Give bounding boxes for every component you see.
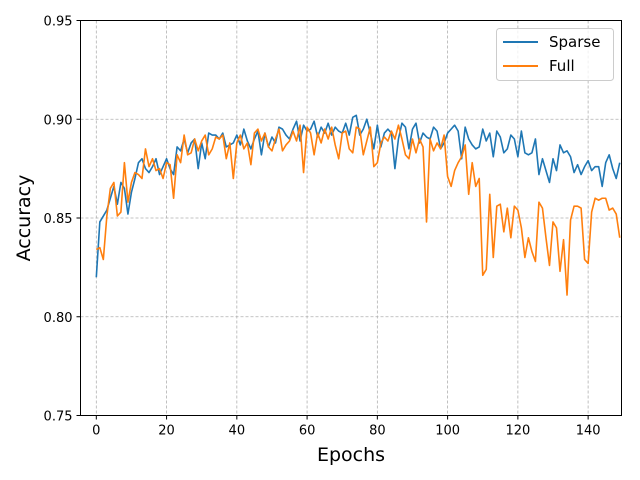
x-tick-label: 80	[369, 424, 386, 439]
y-tick-label: 0.90	[44, 113, 73, 128]
legend-label-full: Full	[549, 57, 575, 75]
x-tick-label: 120	[505, 424, 530, 439]
x-tick-label: 40	[229, 424, 246, 439]
legend: Sparse Full	[496, 28, 614, 81]
series-line-full	[95, 124, 621, 296]
series-layer	[95, 114, 621, 296]
x-tick-label: 140	[576, 424, 601, 439]
x-tick-label: 60	[299, 424, 316, 439]
legend-label-sparse: Sparse	[549, 33, 600, 51]
y-tick-label: 0.85	[44, 212, 73, 227]
x-tick-label: 20	[158, 424, 175, 439]
y-tick-label: 0.75	[44, 410, 73, 425]
ticks: 0 20 40 60 80 100 120 140 0.75 0.80 0.85 0.90 0.95	[44, 15, 601, 439]
x-tick-label: 0	[92, 424, 100, 439]
y-tick-label: 0.80	[44, 311, 73, 326]
y-tick-label: 0.95	[44, 15, 73, 30]
x-tick-label: 100	[435, 424, 460, 439]
x-axis-label: Epochs	[317, 444, 385, 466]
y-axis-label: Accuracy	[13, 175, 35, 262]
